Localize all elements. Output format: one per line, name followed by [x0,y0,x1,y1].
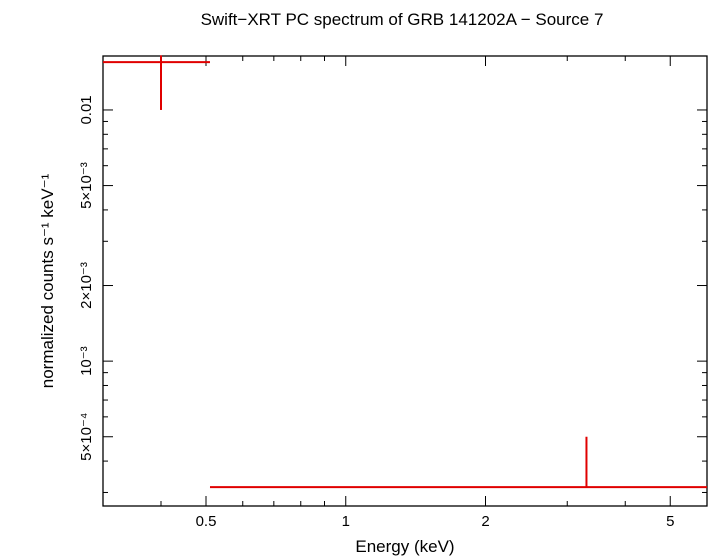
x-tick-label: 1 [342,513,350,530]
plot-frame [102,55,708,507]
y-tick-label: 2×10⁻³ [78,262,95,309]
y-tick-label: 5×10⁻⁴ [78,413,95,461]
y-axis-label: normalized counts s⁻¹ keV⁻¹ [38,173,57,388]
chart-title: Swift−XRT PC spectrum of GRB 141202A − S… [201,10,604,29]
x-tick-label: 5 [666,513,674,530]
data-point [209,436,707,489]
x-axis-label: Energy (keV) [355,537,454,556]
x-axis: 0.5 1 2 5 [102,56,708,530]
data-layer [103,55,707,489]
x-tick-label: 0.5 [196,513,217,530]
y-tick-label: 5×10⁻³ [78,162,95,209]
x-tick-label: 2 [481,513,489,530]
y-axis: 5×10⁻⁴ 10⁻³ 2×10⁻³ 5×10⁻³ 0.01 [78,95,707,493]
y-tick-label: 10⁻³ [78,346,95,376]
y-tick-label: 0.01 [78,95,95,124]
data-point [103,55,210,110]
